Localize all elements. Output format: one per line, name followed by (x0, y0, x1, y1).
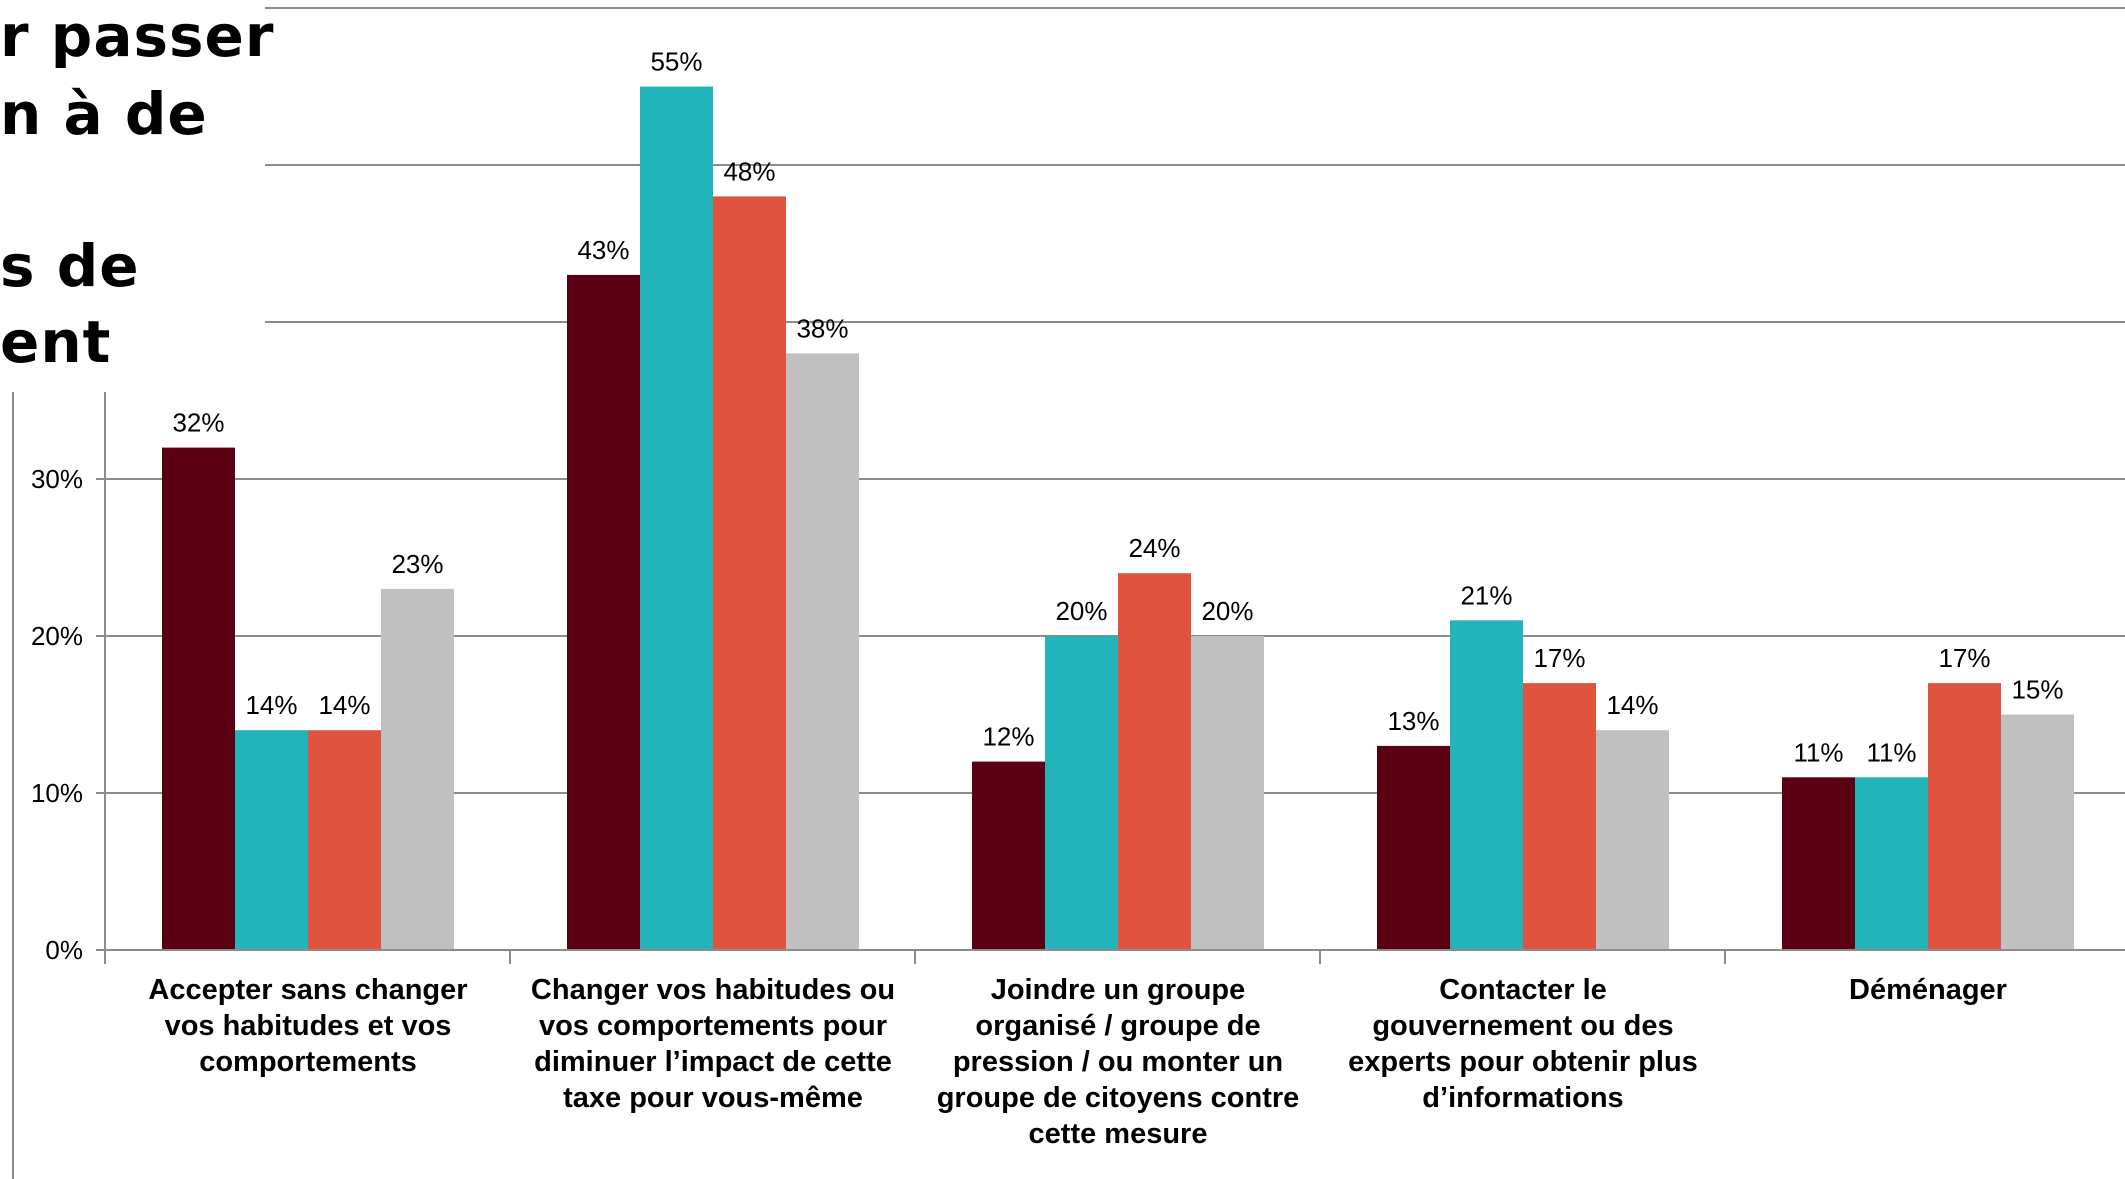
data-label: 17% (1533, 643, 1585, 673)
category-label: Accepter sans changer vos habitudes et vo… (148, 974, 467, 1078)
bar (1118, 573, 1191, 950)
y-tick-label: 20% (31, 621, 83, 651)
data-label: 24% (1128, 533, 1180, 563)
bar (1191, 636, 1264, 950)
data-label: 55% (650, 47, 702, 77)
y-tick-label: 10% (31, 778, 83, 808)
bar (786, 353, 859, 950)
title-line-4: ent (0, 308, 112, 376)
bar (308, 730, 381, 950)
data-label: 11% (1866, 737, 1916, 767)
y-tick-label: 0% (45, 935, 83, 965)
bar (567, 274, 640, 950)
data-label: 14% (245, 690, 297, 720)
category-label: Contacter le gouvernement ou des experts p… (1348, 974, 1698, 1114)
data-label: 15% (2011, 675, 2063, 705)
data-label: 20% (1201, 596, 1253, 626)
title-line-1: r passer (0, 2, 275, 70)
y-tick-label: 30% (31, 464, 83, 494)
category-label: Joindre un groupe organisé / groupe de pre… (937, 974, 1300, 1150)
bar (1045, 636, 1118, 950)
data-label: 23% (391, 549, 443, 579)
bar (1596, 730, 1669, 950)
data-label: 43% (577, 235, 629, 265)
data-label: 32% (172, 408, 224, 438)
data-label: 14% (1606, 690, 1658, 720)
bar (381, 588, 454, 950)
title-line-2: n à de (0, 80, 208, 148)
bar (2001, 714, 2074, 950)
data-label: 20% (1055, 596, 1107, 626)
title-line-3: s de (0, 232, 140, 300)
bar (640, 86, 713, 950)
bar (1523, 683, 1596, 950)
bar (972, 761, 1045, 950)
data-label: 21% (1460, 580, 1512, 610)
category-label: Déménager (1849, 974, 2007, 1006)
bar (1377, 745, 1450, 950)
data-label: 14% (318, 690, 370, 720)
bar (1450, 620, 1523, 950)
bar (235, 730, 308, 950)
bar (162, 447, 235, 950)
data-label: 13% (1387, 706, 1439, 736)
data-label: 11% (1793, 737, 1843, 767)
data-label: 12% (982, 722, 1034, 752)
bar (1782, 777, 1855, 950)
data-label: 17% (1938, 643, 1990, 673)
data-label: 38% (796, 313, 848, 343)
bar (1855, 777, 1928, 950)
category-label: Changer vos habitudes ou vos comportement… (531, 974, 895, 1114)
data-label: 48% (723, 156, 775, 186)
bar (713, 196, 786, 950)
bar (1928, 683, 2001, 950)
